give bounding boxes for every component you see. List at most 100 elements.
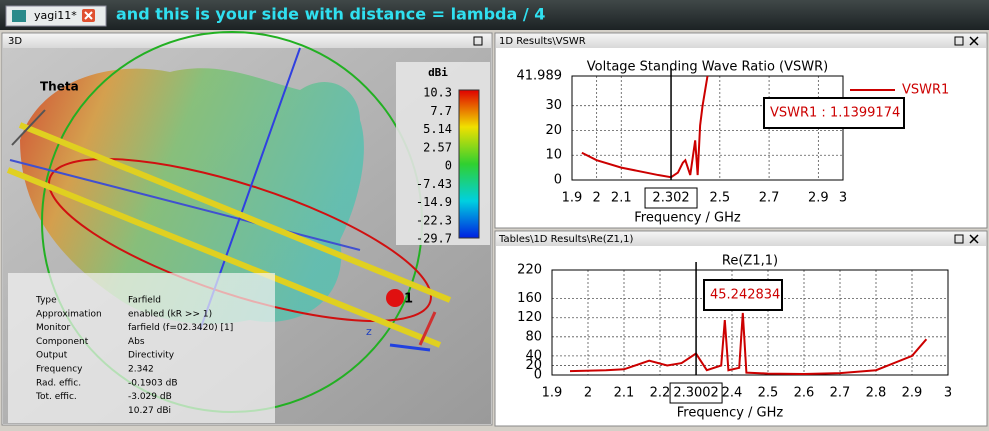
info-label: Tot. effic. — [35, 392, 77, 402]
x-tick-label: 2.4 — [722, 386, 743, 401]
info-value: Directivity — [128, 351, 175, 361]
close[interactable] — [969, 234, 979, 244]
port — [386, 289, 404, 307]
x-axis-label: Frequency / GHz — [677, 406, 784, 421]
info-value: Farfield — [128, 296, 161, 306]
info-label: Type — [35, 296, 57, 306]
legend-tick-label: 2.57 — [423, 140, 452, 154]
legend-tick-label: 10.3 — [423, 86, 452, 100]
panel-title: 3D — [8, 36, 22, 47]
info-value: Abs — [128, 337, 145, 347]
info-value: farfield (f=02.3420) [1] — [128, 323, 233, 333]
port-label: 1 — [404, 292, 413, 307]
theta-arrow — [11, 109, 46, 146]
chart: Voltage Standing Wave Ratio (VSWR) 1.9 2 2.… — [517, 60, 950, 226]
panel-title: 1D Results\VSWR — [499, 36, 586, 47]
tab-close-icon — [84, 11, 93, 20]
x-tick-label: 2.7 — [830, 386, 851, 401]
x-tick-label: 1.9 — [562, 191, 583, 206]
y-tick-label: 80 — [525, 329, 542, 344]
x-tick-label: 2.1 — [614, 386, 635, 401]
title-bar — [0, 0, 989, 30]
y-tick-label: 30 — [545, 98, 562, 113]
yagi-rod — [18, 122, 452, 303]
x-tick-label: 2.9 — [902, 386, 923, 401]
legend-tick-label: -22.3 — [416, 213, 452, 227]
chart: Re(Z1,1) 1.9 2 2.1 2.2 2.4 2.5 2.6 2.7 2.8 2.9 3 020… — [517, 254, 952, 421]
tab[interactable] — [5, 5, 107, 27]
y-tick-label: 20 — [545, 123, 562, 138]
y-tick-label: 41.989 — [517, 69, 563, 84]
x-tick-label: 2.9 — [808, 191, 829, 206]
annotation-box — [703, 279, 783, 311]
chart-title: Re(Z1,1) — [722, 254, 778, 269]
axis-line — [9, 159, 361, 251]
window-buttons — [473, 36, 979, 244]
tab-label[interactable]: yagi11* — [34, 9, 77, 22]
series-line — [569, 312, 928, 375]
plot-frame — [551, 269, 949, 376]
chart-title: Voltage Standing Wave Ratio (VSWR) — [587, 60, 828, 75]
info-value: enabled (kR >> 1) — [128, 309, 212, 319]
tab-icon — [12, 10, 26, 22]
x-tick-label: 1.9 — [542, 386, 563, 401]
maximize[interactable] — [473, 36, 483, 46]
theta-label: Theta — [40, 80, 79, 94]
marker-label: 2.302 — [652, 191, 689, 206]
x-tick-label: 2 — [584, 386, 592, 401]
annotation-box — [763, 97, 905, 129]
info-box — [8, 273, 275, 423]
info-table: Type Farfield Approximation enabled (kR >> … — [35, 296, 233, 416]
info-value: -3.029 dB — [128, 392, 172, 402]
legend-unit: dBi — [428, 66, 448, 79]
z-label: z — [366, 325, 372, 338]
x-tick-label: 2.5 — [758, 386, 779, 401]
color-ticks: 10.3 7.7 5.14 2.57 0 -7.43 -14.9 -22.3 -29.7 — [416, 86, 452, 246]
annotation: 45.242834 — [710, 288, 780, 303]
close[interactable] — [969, 36, 979, 46]
x-axis-label: Frequency / GHz — [634, 211, 741, 226]
x-tick-label: 2.5 — [709, 191, 730, 206]
info-label: Output — [36, 351, 68, 361]
y-tick-label: 10 — [545, 148, 562, 163]
x-tick-label: 2.8 — [866, 386, 887, 401]
panel-header — [496, 232, 986, 246]
yagi-rod — [6, 167, 442, 348]
color-bar — [458, 89, 480, 239]
x-tick-label: 2.1 — [611, 191, 632, 206]
maximize[interactable] — [954, 234, 964, 244]
legend-tick-label: -14.9 — [416, 195, 452, 209]
panel-header — [3, 34, 491, 48]
legend-tick-label: 0 — [445, 159, 452, 173]
series-line — [581, 75, 709, 179]
y-tick-label: 220 — [517, 263, 542, 278]
x-tick-label: 2.7 — [759, 191, 780, 206]
y-tick-label: 40 — [525, 348, 542, 363]
legend-tick-label: 5.14 — [423, 122, 452, 136]
maximize[interactable] — [954, 36, 964, 46]
marker-box — [644, 187, 698, 209]
panel-title: Tables\1D Results\Re(Z1,1) — [498, 234, 633, 245]
x-tick-label: 3 — [839, 191, 847, 206]
marker-label: 2.3002 — [673, 386, 719, 401]
banner: and this is your side with distance = la… — [116, 5, 545, 24]
y-tick-label: 0 — [554, 173, 562, 188]
info-value: 2.342 — [128, 365, 154, 375]
coord-axis — [418, 311, 437, 346]
y-tick-label: 120 — [517, 310, 542, 325]
y-tick-label: 160 — [517, 291, 542, 306]
info-value: -0.1903 dB — [128, 378, 178, 388]
info-label: Frequency — [36, 365, 83, 375]
info-label: Monitor — [36, 323, 71, 333]
coord-axis — [389, 343, 431, 352]
y-tick-label: 20 — [525, 358, 542, 373]
info-value: 10.27 dBi — [128, 406, 171, 416]
legend-label: VSWR1 — [902, 83, 949, 98]
y-tick-label: 0 — [534, 368, 542, 383]
x-tick-label: 3 — [944, 386, 952, 401]
legend-tick-label: -7.43 — [416, 177, 452, 191]
legend-tick-label: -29.7 — [416, 232, 452, 246]
panel-header — [496, 34, 986, 48]
info-label: Rad. effic. — [36, 378, 81, 388]
